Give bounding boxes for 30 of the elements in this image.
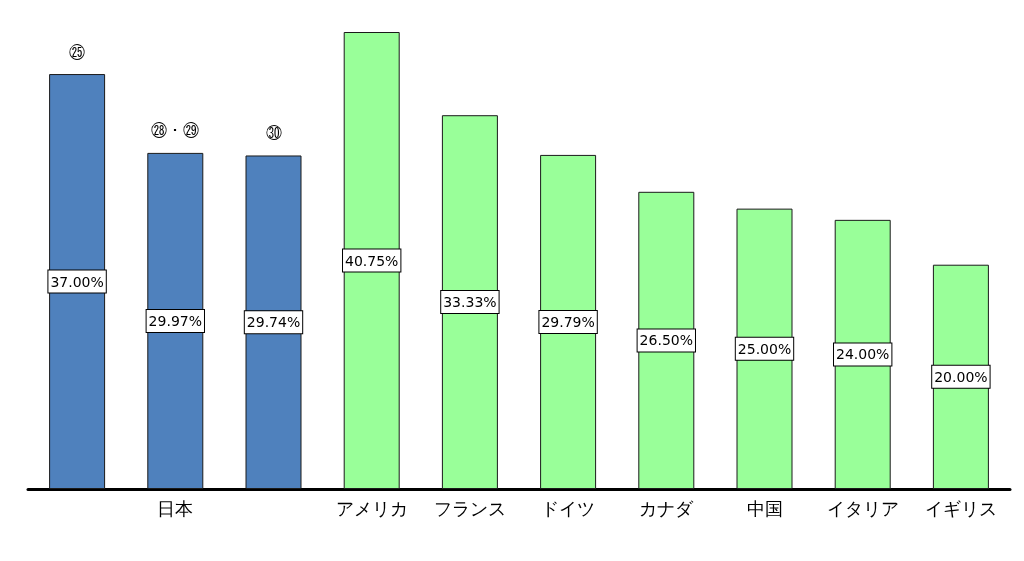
- bar: [736, 208, 793, 489]
- x-tick-label: イタリア: [826, 497, 899, 519]
- bar: [834, 219, 891, 489]
- x-tick-label: フランス: [433, 497, 506, 519]
- bar: [147, 152, 204, 489]
- bar: [540, 154, 597, 489]
- annotation: ㉚: [265, 123, 282, 143]
- bar: [343, 32, 400, 489]
- x-tick-label: アメリカ: [335, 497, 408, 519]
- x-tick-label: カナダ: [639, 497, 695, 519]
- data-label: 24.00%: [836, 346, 890, 363]
- bar: [49, 74, 106, 489]
- data-label: 26.50%: [639, 332, 693, 349]
- data-label: 40.75%: [345, 252, 399, 269]
- data-label: 29.79%: [541, 313, 595, 330]
- data-label: 25.00%: [737, 340, 792, 357]
- bar: [245, 155, 302, 489]
- data-label: 37.00%: [50, 273, 104, 290]
- x-tick-label: イギリス: [924, 497, 997, 519]
- data-label: 33.33%: [443, 294, 497, 311]
- data-label: 20.00%: [934, 368, 988, 385]
- x-tick-label: ドイツ: [541, 497, 596, 519]
- annotation: ㉕: [69, 42, 86, 62]
- x-tick-label: 中国: [746, 497, 783, 519]
- annotation: ㉘・㉙: [151, 121, 200, 141]
- data-label: 29.74%: [246, 314, 301, 331]
- bar: [441, 115, 498, 489]
- data-label: 29.97%: [148, 312, 202, 329]
- bar: [638, 191, 695, 489]
- x-tick-label: 日本: [157, 497, 194, 519]
